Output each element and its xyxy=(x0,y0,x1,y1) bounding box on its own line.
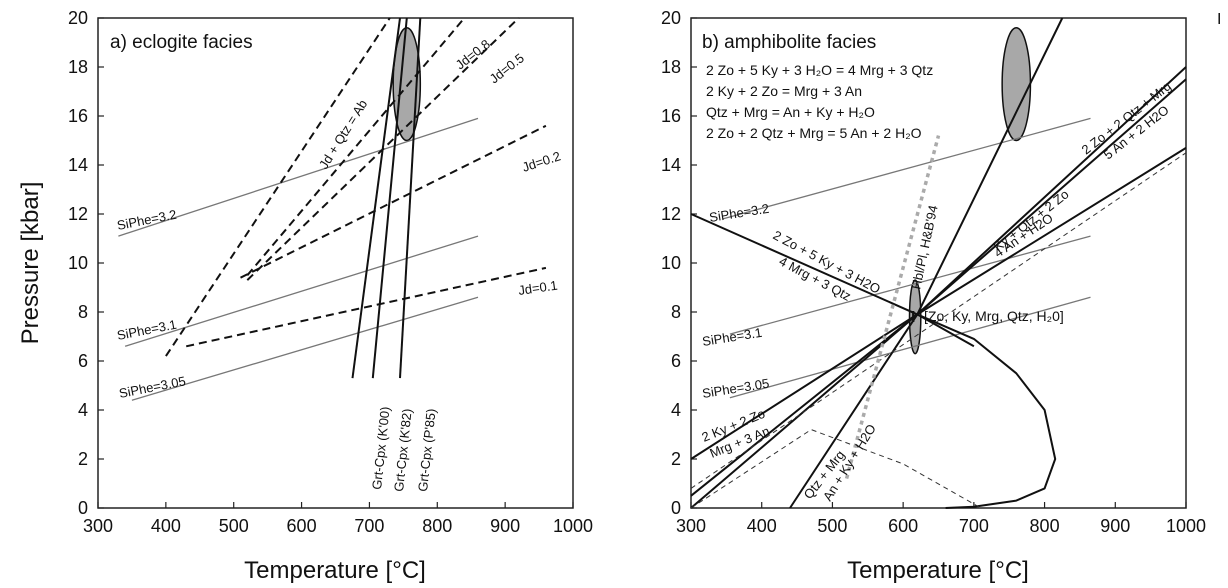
curve-a-jd-0-8 xyxy=(246,17,466,276)
x-tick-label: 700 xyxy=(354,516,384,536)
reaction-3: Qtz + Mrg = An + Ky + H₂O xyxy=(706,104,875,120)
y-tick-label: 12 xyxy=(68,204,88,224)
panel-b-x-axis-title: Temperature [°C] xyxy=(847,557,1029,584)
y-tick-label: 16 xyxy=(661,106,681,126)
y-tick-label: 6 xyxy=(671,351,681,371)
y-tick-label: 10 xyxy=(661,253,681,273)
curve-b-siphe-3-05 xyxy=(729,296,1091,399)
label-grt-cpx-k82: Grt-Cpx (K'82) xyxy=(391,408,415,493)
x-tick-label: 1000 xyxy=(1166,516,1206,536)
x-tick-label: 400 xyxy=(151,516,181,536)
y-tick-label: 20 xyxy=(661,8,681,28)
x-tick-label: 300 xyxy=(676,516,706,536)
y-tick-label: 2 xyxy=(78,449,88,469)
label-siphe-3-2: SiPhe=3.2 xyxy=(116,207,178,233)
y-tick-label: 4 xyxy=(78,400,88,420)
y-tick-label: 4 xyxy=(671,400,681,420)
y-tick-label: 18 xyxy=(661,57,681,77)
y-tick-label: 14 xyxy=(68,155,88,175)
x-tick-label: 600 xyxy=(287,516,317,536)
label-b-siphe-3-05: SiPhe=3.05 xyxy=(701,376,770,401)
curve-a-grt-cpx-p-85 xyxy=(399,17,422,379)
curve-b-siphe-3-2 xyxy=(722,117,1091,220)
panel-b-amphibolite-facies: b) amphibolite facies 2 Zo + 5 Ky + 3 H₂… xyxy=(661,8,1206,584)
y-tick-label: 6 xyxy=(78,351,88,371)
label-jd-0-1: Jd=0.1 xyxy=(517,278,558,298)
x-tick-label: 400 xyxy=(747,516,777,536)
y-tick-label: 10 xyxy=(68,253,88,273)
x-tick-label: 700 xyxy=(959,516,989,536)
curve-a-siphe-3-2 xyxy=(118,117,479,237)
y-tick-label: 2 xyxy=(671,449,681,469)
label-b-siphe-3-1: SiPhe=3.1 xyxy=(701,325,763,349)
x-tick-label: 800 xyxy=(1030,516,1060,536)
panel-a-y-axis-title: Pressure [kbar] xyxy=(17,182,44,345)
reaction-2: 2 Ky + 2 Zo = Mrg + 3 An xyxy=(706,83,862,99)
invariant-point-marker: I xyxy=(911,309,915,326)
y-tick-label: 20 xyxy=(68,8,88,28)
x-tick-label: 900 xyxy=(1100,516,1130,536)
panel-a-line-labels: SiPhe=3.2 SiPhe=3.1 SiPhe=3.05 Jd=0.1 Jd… xyxy=(116,36,563,492)
x-tick-label: 900 xyxy=(490,516,520,536)
y-tick-label: 8 xyxy=(671,302,681,322)
x-tick-label: 1000 xyxy=(553,516,593,536)
x-tick-label: 500 xyxy=(219,516,249,536)
curve-a-jd-qtz-ab xyxy=(165,17,391,357)
curve-b-zo-out-curve xyxy=(916,313,1057,509)
pt-ellipse xyxy=(1001,27,1032,142)
label-grt-cpx-p85: Grt-Cpx (P'85) xyxy=(415,408,439,493)
label-grt-cpx-k00: Grt-Cpx (K'00) xyxy=(369,406,393,491)
panel-a-eclogite-facies: a) eclogite facies Temperature [°C] Pres… xyxy=(17,8,593,584)
curve-b-dashed-reaction-1 xyxy=(690,152,1187,489)
panel-a-curves xyxy=(118,17,547,401)
curve-a-siphe-3-05 xyxy=(131,296,479,401)
label-jd-0-8: Jd=0.8 xyxy=(453,36,493,72)
panel-b-ticks: 300 400 500 600 700 800 900 1000 0 2 4 6 8 10 12 14 16 18… xyxy=(661,8,1206,536)
y-tick-label: 0 xyxy=(78,498,88,518)
x-tick-label: 500 xyxy=(817,516,847,536)
panel-a-x-axis-title: Temperature [°C] xyxy=(244,557,426,584)
curve-b-hbl-pl-h-b-94 xyxy=(844,135,941,480)
panel-b-curves xyxy=(690,17,1187,509)
panel-a-frame xyxy=(97,17,574,509)
y-tick-label: 8 xyxy=(78,302,88,322)
curve-a-jd-0-2 xyxy=(240,124,547,279)
x-tick-label: 800 xyxy=(422,516,452,536)
x-tick-label: 600 xyxy=(888,516,918,536)
y-tick-label: 18 xyxy=(68,57,88,77)
label-jd-0-2: Jd=0.2 xyxy=(520,148,562,174)
panel-a-title: a) eclogite facies xyxy=(110,32,253,53)
invariant-point-label: [Zo, Ky, Mrg, Qtz, H₂0] xyxy=(924,308,1064,324)
curve-b-2-ky-2-zo-mrg-3-an xyxy=(690,147,1187,460)
curve-a-siphe-3-1 xyxy=(124,235,479,347)
reaction-4: 2 Zo + 2 Qtz + Mrg = 5 An + 2 H₂O xyxy=(706,125,922,141)
corner-mark: I xyxy=(1217,11,1221,28)
label-jd-0-5: Jd=0.5 xyxy=(487,50,527,86)
curve-b-siphe-3-1 xyxy=(729,235,1091,335)
panel-b-title: b) amphibolite facies xyxy=(702,32,876,53)
panel-a-ticks: 300 400 500 600 700 800 900 1000 0 2 4 6 8 10 12 14 16 18… xyxy=(68,8,593,536)
reaction-1: 2 Zo + 5 Ky + 3 H₂O = 4 Mrg + 3 Qtz xyxy=(706,62,933,78)
y-tick-label: 0 xyxy=(671,498,681,518)
y-tick-label: 12 xyxy=(661,204,681,224)
curve-a-grt-cpx-k-82 xyxy=(371,17,408,379)
y-tick-label: 16 xyxy=(68,106,88,126)
label-b-siphe-3-2: SiPhe=3.2 xyxy=(708,201,770,225)
curve-b-dashed-reaction-2 xyxy=(690,429,982,509)
curve-a-jd-0-1 xyxy=(185,266,547,348)
y-tick-label: 14 xyxy=(661,155,681,175)
curve-a-grt-cpx-k-00 xyxy=(351,17,401,379)
label-siphe-3-05: SiPhe=3.05 xyxy=(118,373,187,401)
x-tick-label: 300 xyxy=(83,516,113,536)
